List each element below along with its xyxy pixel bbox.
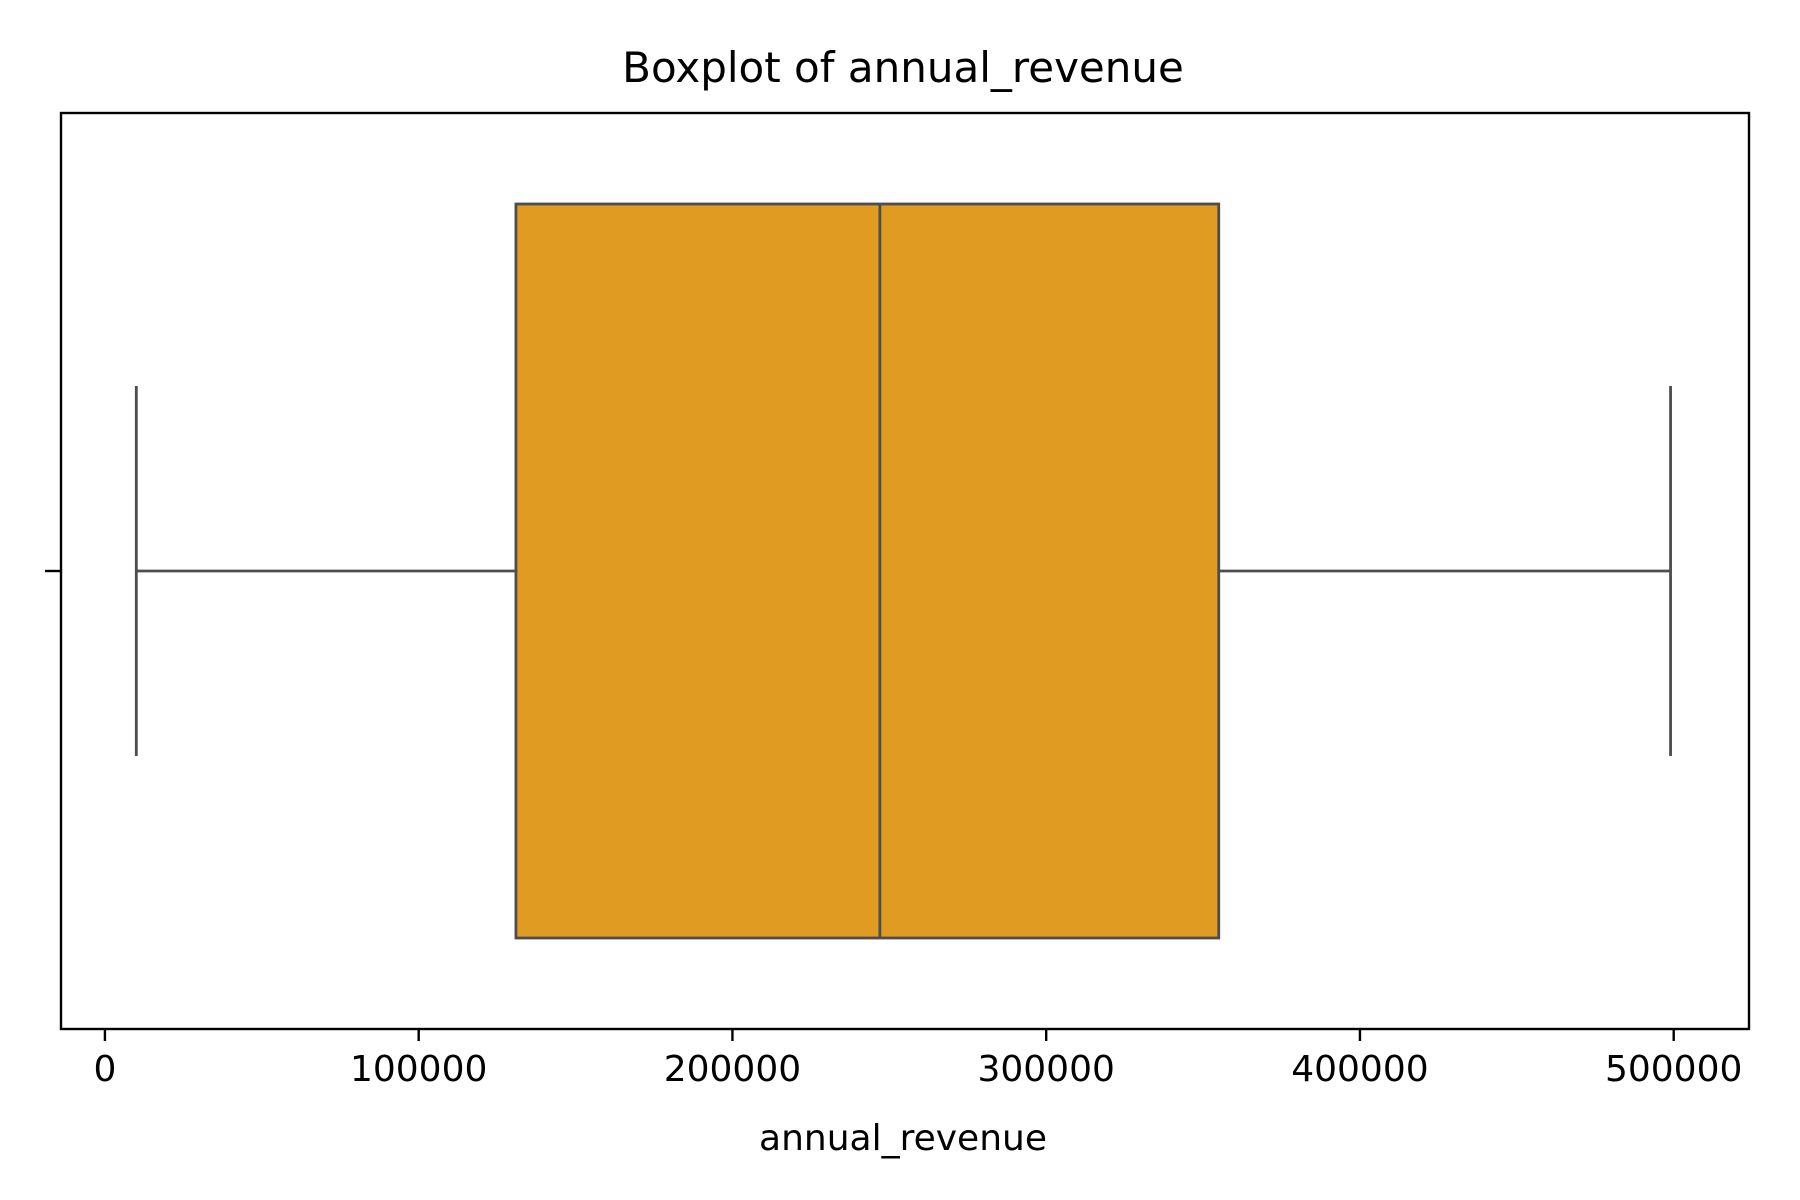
x-tick-label: 300000 xyxy=(977,1049,1114,1090)
x-tick-label: 100000 xyxy=(350,1049,487,1090)
iqr-box xyxy=(514,202,1221,940)
x-tick-label: 500000 xyxy=(1605,1049,1742,1090)
x-tick-label: 0 xyxy=(93,1049,116,1090)
box-marks xyxy=(134,202,1672,940)
x-axis-label: annual_revenue xyxy=(759,1118,1047,1159)
x-tick-label: 400000 xyxy=(1291,1049,1428,1090)
chart-title: Boxplot of annual_revenue xyxy=(622,43,1184,92)
x-axis-ticks: 0 100000 200000 300000 400000 500000 xyxy=(93,1029,1742,1090)
x-tick-label: 200000 xyxy=(664,1049,801,1090)
